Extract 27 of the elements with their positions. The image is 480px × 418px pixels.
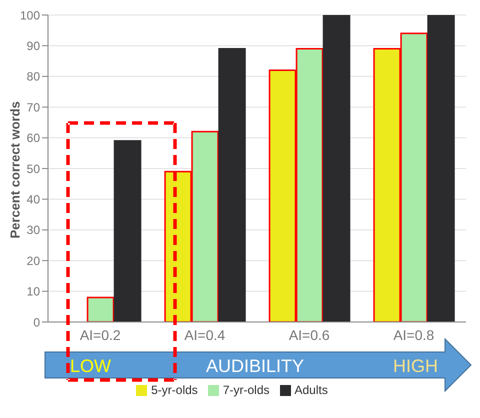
- bar: [218, 48, 246, 322]
- y-tick-label: 70: [26, 100, 40, 114]
- x-tick-label: AI=0.6: [288, 326, 330, 343]
- y-tick-label: 10: [26, 284, 40, 299]
- x-tick-label: AI=0.4: [184, 326, 226, 343]
- legend-label: 5-yr-olds: [151, 383, 198, 397]
- text: HIGH: [393, 356, 438, 376]
- y-tick-label: 30: [26, 223, 40, 238]
- x-tick-label: AI=0.2: [80, 326, 121, 343]
- legend-label: 7-yr-olds: [222, 383, 270, 397]
- bar: [322, 15, 350, 322]
- y-axis-title: Percent correct words: [8, 101, 23, 238]
- text: AUDIBILITY: [206, 356, 304, 376]
- y-tick-label: 40: [26, 192, 40, 206]
- y-tick-label: 80: [26, 70, 40, 84]
- bar: [427, 15, 455, 322]
- y-tick-label: 20: [26, 254, 40, 268]
- bar: [86, 296, 114, 322]
- bar: [114, 140, 142, 322]
- x-tick-label: AI=0.8: [393, 326, 434, 343]
- y-tick-label: 100: [20, 8, 40, 22]
- legend-label: Adults: [294, 383, 328, 397]
- y-tick-label: 50: [26, 162, 40, 176]
- text: LOW: [70, 356, 112, 376]
- y-tick-label: 90: [26, 38, 40, 53]
- y-tick-label: 60: [26, 131, 40, 146]
- y-tick-label: 0: [33, 315, 40, 330]
